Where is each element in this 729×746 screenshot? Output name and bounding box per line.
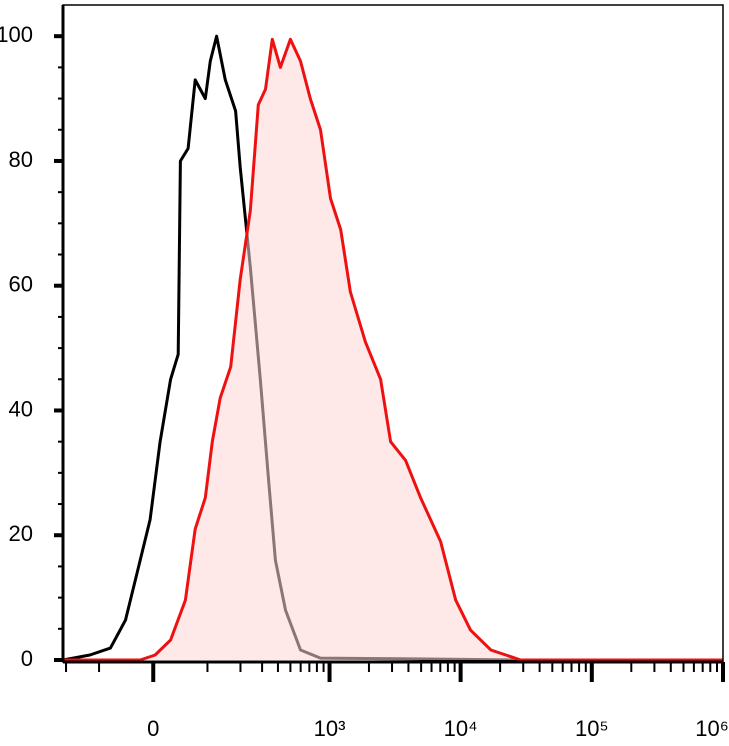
x-tick-label: 10⁶ bbox=[695, 716, 729, 741]
y-tick-label: 40 bbox=[9, 396, 33, 421]
x-tick-label: 10⁵ bbox=[575, 716, 609, 741]
y-tick-label: 100 bbox=[0, 22, 33, 47]
histogram-line bbox=[63, 37, 723, 662]
y-tick-label: 80 bbox=[9, 147, 33, 172]
y-tick-label: 20 bbox=[9, 521, 33, 546]
y-tick-label: 0 bbox=[21, 646, 33, 671]
x-tick-label: 10⁴ bbox=[444, 716, 478, 741]
y-tick-label: 60 bbox=[9, 272, 33, 297]
x-tick-label: 10³ bbox=[314, 716, 346, 741]
x-tick-label: 0 bbox=[147, 716, 159, 741]
histogram-area bbox=[63, 39, 723, 661]
